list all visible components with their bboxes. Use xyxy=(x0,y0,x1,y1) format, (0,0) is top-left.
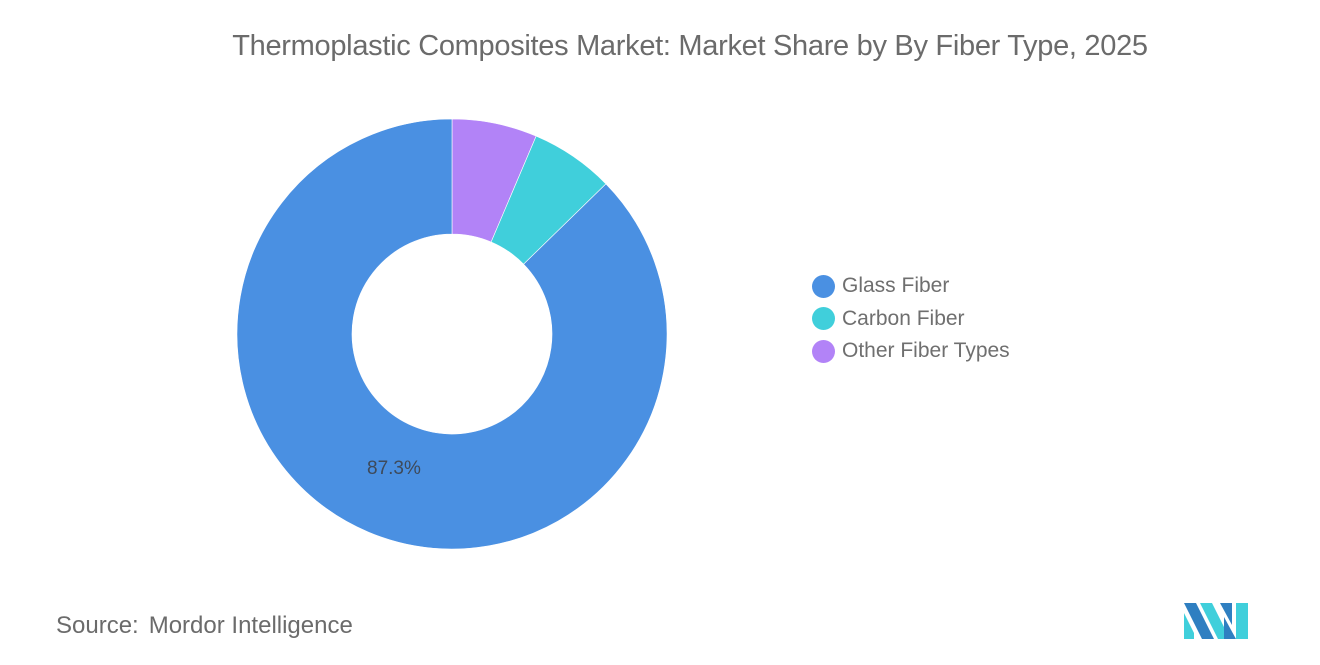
legend: Glass Fiber Carbon Fiber Other Fiber Typ… xyxy=(812,270,1010,368)
legend-dot-icon xyxy=(812,307,835,331)
legend-dot-icon xyxy=(812,339,835,363)
legend-dot-icon xyxy=(812,274,835,298)
slice-glass-fiber[interactable] xyxy=(236,118,668,550)
legend-item-glass-fiber[interactable]: Glass Fiber xyxy=(812,270,1010,303)
source-key: Source: xyxy=(56,612,139,639)
legend-item-carbon-fiber[interactable]: Carbon Fiber xyxy=(812,303,1010,336)
legend-label: Other Fiber Types xyxy=(842,339,1010,363)
mordor-intelligence-logo-icon xyxy=(1184,603,1248,639)
legend-label: Carbon Fiber xyxy=(842,306,965,330)
source-value: Mordor Intelligence xyxy=(148,612,353,639)
glass-fiber-data-label: 87.3% xyxy=(367,458,421,479)
legend-item-other-fiber-types[interactable]: Other Fiber Types xyxy=(812,335,1010,368)
chart-title: Thermoplastic Composites Market: Market … xyxy=(232,30,1148,62)
source-note: Source: Mordor Intelligence xyxy=(56,612,353,640)
legend-label: Glass Fiber xyxy=(842,274,950,298)
donut-slices xyxy=(236,118,668,550)
